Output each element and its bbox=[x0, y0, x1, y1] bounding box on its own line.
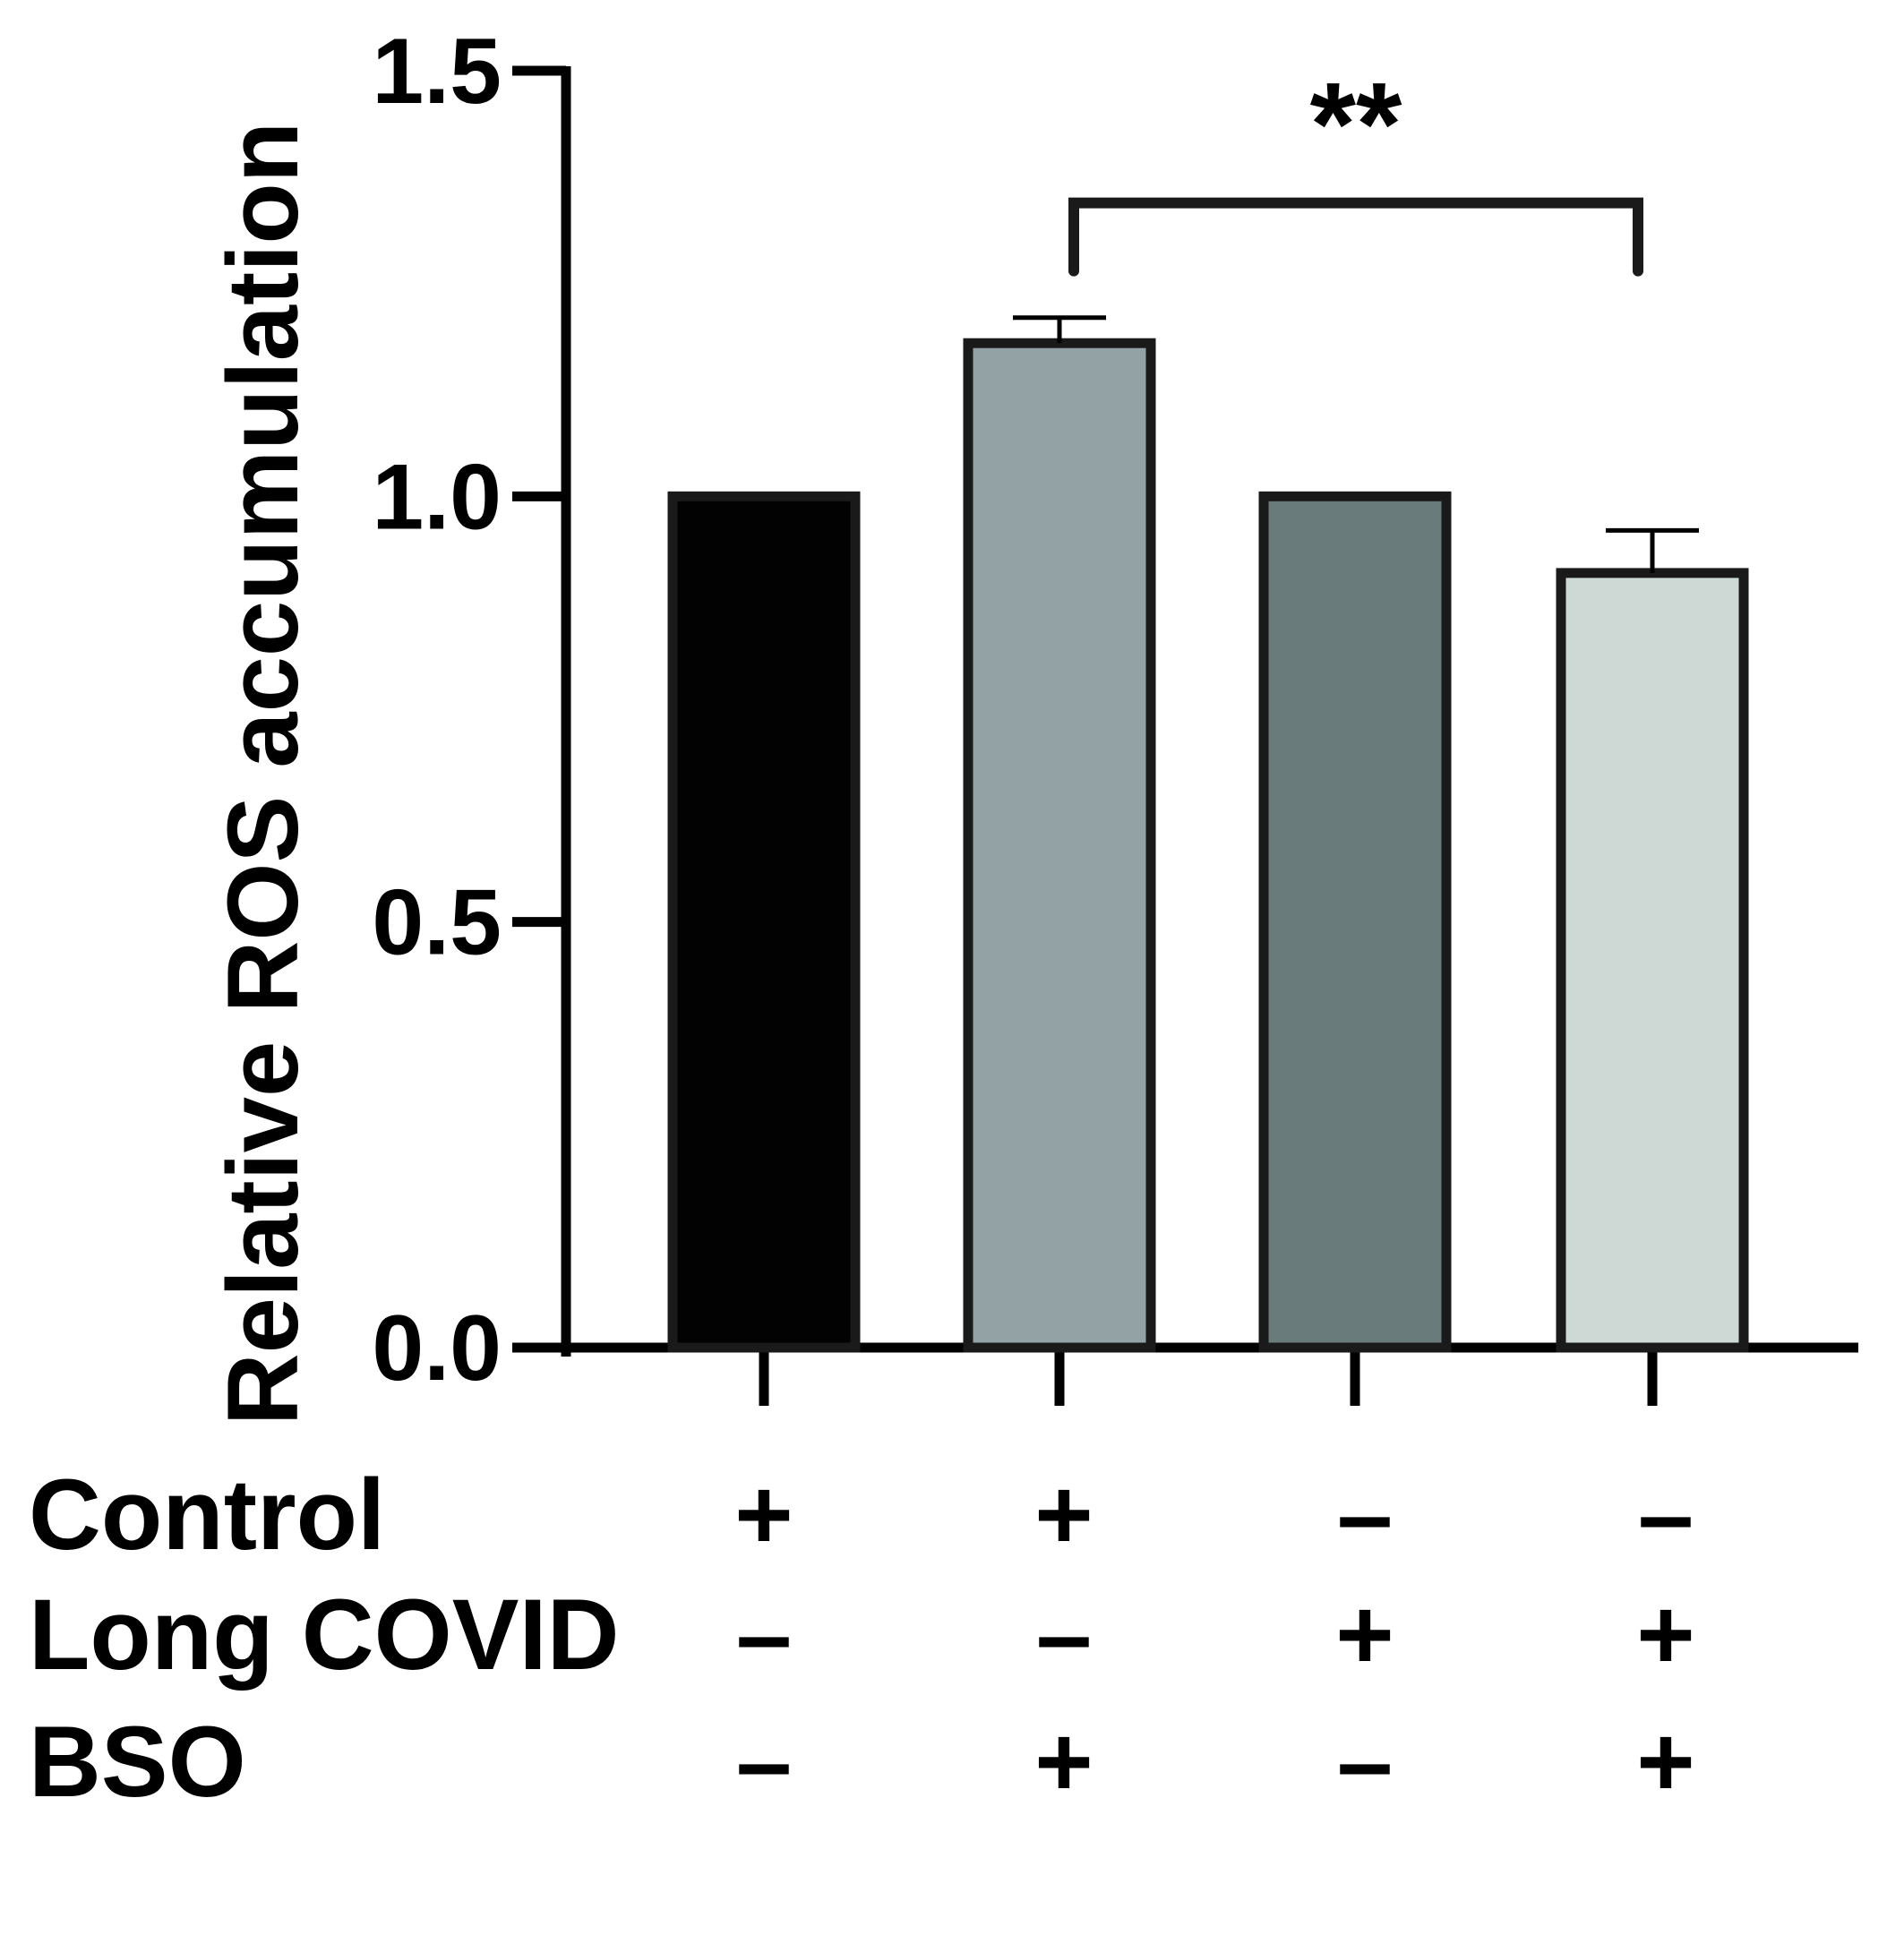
y-tick-label: 0.0 bbox=[372, 1297, 502, 1400]
condition-sign: – bbox=[1337, 1459, 1393, 1571]
condition-sign: + bbox=[1335, 1579, 1394, 1691]
bar bbox=[1258, 491, 1452, 1353]
y-tick-label: 0.5 bbox=[372, 871, 502, 975]
y-axis-label: Relative ROS accumulation bbox=[207, 122, 319, 1426]
y-tick-label: 1.5 bbox=[372, 20, 502, 124]
condition-row-label: Control bbox=[29, 1459, 385, 1571]
condition-sign: + bbox=[1636, 1706, 1694, 1818]
condition-sign: – bbox=[1036, 1579, 1092, 1691]
bar bbox=[1556, 568, 1749, 1353]
condition-sign: – bbox=[1337, 1706, 1393, 1818]
significance-label: ** bbox=[1310, 58, 1402, 190]
condition-sign: + bbox=[734, 1459, 793, 1571]
condition-sign: – bbox=[736, 1579, 792, 1691]
significance-bracket bbox=[1068, 197, 1643, 277]
bars bbox=[667, 315, 1749, 1353]
condition-row-label: BSO bbox=[29, 1706, 246, 1818]
y-tick-label: 1.0 bbox=[372, 445, 502, 549]
bar bbox=[963, 338, 1156, 1353]
condition-sign: – bbox=[1638, 1459, 1694, 1571]
condition-table: Control + + – –Long COVID – – + +BSO – + – + bbox=[29, 1459, 1695, 1818]
condition-sign: + bbox=[1034, 1459, 1093, 1571]
condition-sign: – bbox=[736, 1706, 792, 1818]
condition-sign: + bbox=[1034, 1706, 1093, 1818]
bar bbox=[667, 491, 861, 1353]
condition-row-label: Long COVID bbox=[29, 1579, 619, 1691]
annotations: ** bbox=[1068, 58, 1643, 277]
condition-sign: + bbox=[1636, 1579, 1694, 1691]
